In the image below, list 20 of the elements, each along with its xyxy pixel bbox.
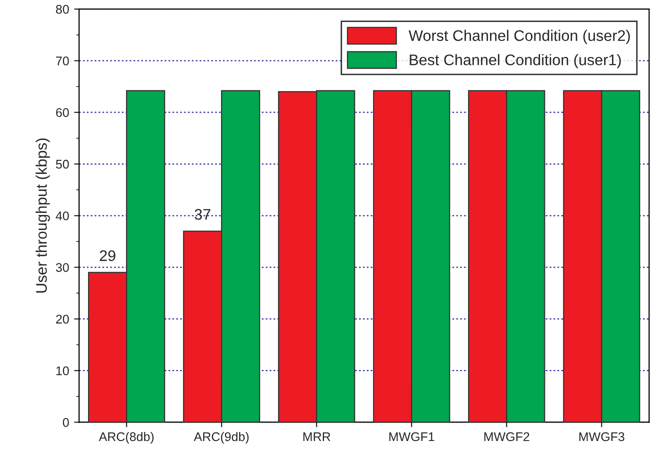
x-tick-label: MRR <box>303 432 330 441</box>
legend-label: Best Channel Condition (user1) <box>410 54 621 68</box>
y-tick-label: 80 <box>56 4 69 14</box>
y-tick-label: 0 <box>62 418 69 427</box>
legend-label: Worst Channel Condition (user2) <box>408 30 630 44</box>
y-tick-label: 40 <box>56 211 69 220</box>
y-axis-title: User throughput (kbps) <box>36 138 50 293</box>
y-tick-label: 70 <box>56 56 69 66</box>
data-label: 37 <box>194 208 210 220</box>
y-tick-label: 20 <box>56 314 69 324</box>
y-tick-label: 10 <box>56 366 69 376</box>
x-tick-label: ARC(8db) <box>98 432 154 444</box>
x-tick-label: MWGF1 <box>389 432 434 442</box>
x-tick-label: MWGF2 <box>484 432 530 442</box>
x-tick-label: MWGF3 <box>579 432 624 442</box>
x-tick-label: ARC(9db) <box>194 432 249 444</box>
y-tick-label: 60 <box>56 108 69 118</box>
data-label: 29 <box>100 250 116 262</box>
y-tick-label: 30 <box>56 263 69 272</box>
y-tick-label: 50 <box>56 160 69 169</box>
